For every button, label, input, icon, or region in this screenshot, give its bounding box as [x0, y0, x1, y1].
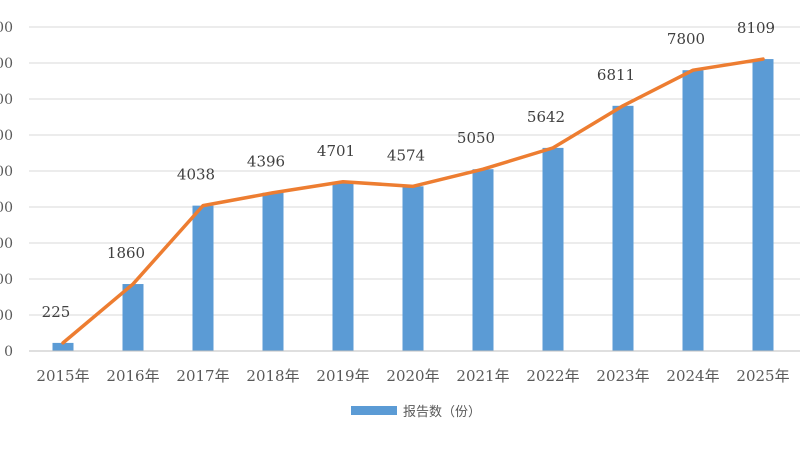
x-tick-label: 2018年 [246, 367, 299, 385]
y-tick-label: 00 [0, 56, 13, 72]
x-tick-label: 2016年 [106, 367, 159, 385]
y-tick-label: 00 [0, 272, 13, 288]
bar [682, 70, 704, 351]
data-label: 5050 [457, 129, 495, 147]
data-labels: 225 1860 4038 4396 4701 4574 5050 5642 6811 7800 8… [42, 19, 775, 321]
bar [402, 186, 424, 351]
y-tick-label: 0 [4, 344, 13, 360]
data-label: 5642 [527, 108, 565, 126]
x-axis-tick-labels: 2015年 2016年 2017年 2018年 2019年 2020年 2021年 2022年… [36, 367, 789, 385]
y-tick-label: 00 [0, 164, 13, 180]
x-tick-label: 2020年 [386, 367, 439, 385]
bar [122, 284, 144, 351]
y-tick-label: 00 [0, 20, 13, 36]
y-tick-label: 00 [0, 128, 13, 144]
bar [332, 181, 354, 351]
data-label: 4574 [387, 146, 425, 164]
x-tick-label: 2025年 [736, 367, 789, 385]
x-tick-label: 2023年 [596, 367, 649, 385]
x-tick-label: 2021年 [456, 367, 509, 385]
line-series [61, 57, 765, 345]
x-tick-label: 2015年 [36, 367, 89, 385]
data-label: 225 [42, 303, 71, 321]
data-label: 4396 [247, 153, 285, 171]
bar [472, 169, 494, 351]
bar [542, 147, 564, 351]
gridlines [29, 26, 800, 316]
x-tick-label: 2019年 [316, 367, 369, 385]
data-label: 6811 [597, 66, 635, 84]
y-tick-label: 00 [0, 200, 13, 216]
bar-series [52, 59, 774, 352]
data-label: 4701 [317, 142, 355, 160]
bar [52, 342, 74, 351]
data-label: 4038 [177, 166, 215, 184]
y-axis-tick-labels: 0000000000000000000 [0, 20, 13, 360]
trend-line [61, 57, 765, 345]
bar [752, 59, 774, 352]
x-tick-label: 2024年 [666, 367, 719, 385]
bar [262, 192, 284, 351]
legend: 报告数（份） [351, 405, 481, 420]
y-tick-label: 00 [0, 92, 13, 108]
data-label: 7800 [667, 30, 705, 48]
data-label: 8109 [737, 19, 775, 37]
legend-label: 报告数（份） [403, 405, 481, 420]
x-tick-label: 2022年 [526, 367, 579, 385]
data-label: 1860 [107, 244, 145, 262]
legend-swatch [351, 406, 397, 415]
x-tick-label: 2017年 [176, 367, 229, 385]
bar [192, 205, 214, 351]
y-tick-label: 00 [0, 308, 13, 324]
bar [612, 105, 634, 351]
y-tick-label: 00 [0, 236, 13, 252]
